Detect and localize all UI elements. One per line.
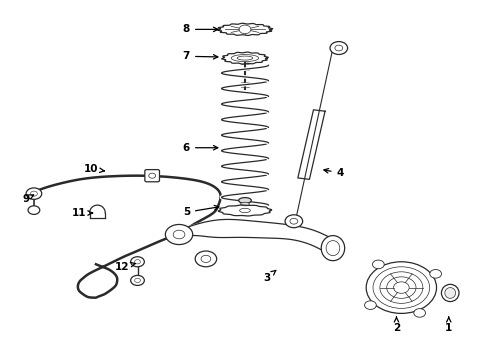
- Circle shape: [131, 257, 145, 267]
- Circle shape: [30, 191, 37, 196]
- Circle shape: [414, 309, 425, 317]
- Text: 1: 1: [445, 317, 452, 333]
- Text: 10: 10: [84, 164, 104, 174]
- Circle shape: [430, 270, 441, 278]
- Circle shape: [149, 173, 156, 178]
- Ellipse shape: [239, 198, 251, 203]
- Text: 9: 9: [23, 194, 34, 204]
- Polygon shape: [298, 110, 325, 179]
- Circle shape: [365, 301, 376, 310]
- Circle shape: [290, 219, 298, 224]
- Circle shape: [135, 260, 141, 264]
- Text: 12: 12: [115, 262, 135, 272]
- Circle shape: [131, 275, 145, 285]
- Circle shape: [165, 225, 193, 244]
- Circle shape: [366, 262, 437, 314]
- Circle shape: [28, 206, 40, 215]
- Circle shape: [372, 260, 384, 269]
- Circle shape: [135, 278, 141, 283]
- Circle shape: [285, 215, 303, 228]
- Ellipse shape: [321, 235, 344, 261]
- Text: 4: 4: [324, 168, 344, 178]
- Text: 7: 7: [183, 51, 218, 61]
- Text: 11: 11: [72, 208, 93, 218]
- Circle shape: [239, 25, 251, 34]
- Text: 3: 3: [263, 270, 276, 283]
- Text: 8: 8: [183, 24, 218, 35]
- Text: 5: 5: [183, 206, 219, 217]
- Polygon shape: [221, 52, 269, 64]
- Polygon shape: [219, 205, 271, 216]
- FancyBboxPatch shape: [145, 170, 159, 182]
- Circle shape: [195, 251, 217, 267]
- Circle shape: [26, 188, 42, 199]
- Circle shape: [335, 45, 343, 51]
- Polygon shape: [179, 220, 333, 257]
- Polygon shape: [217, 23, 273, 36]
- Ellipse shape: [445, 288, 456, 298]
- Ellipse shape: [241, 202, 249, 206]
- Circle shape: [330, 41, 347, 54]
- Ellipse shape: [441, 284, 459, 302]
- Text: 6: 6: [183, 143, 218, 153]
- Text: 2: 2: [393, 317, 400, 333]
